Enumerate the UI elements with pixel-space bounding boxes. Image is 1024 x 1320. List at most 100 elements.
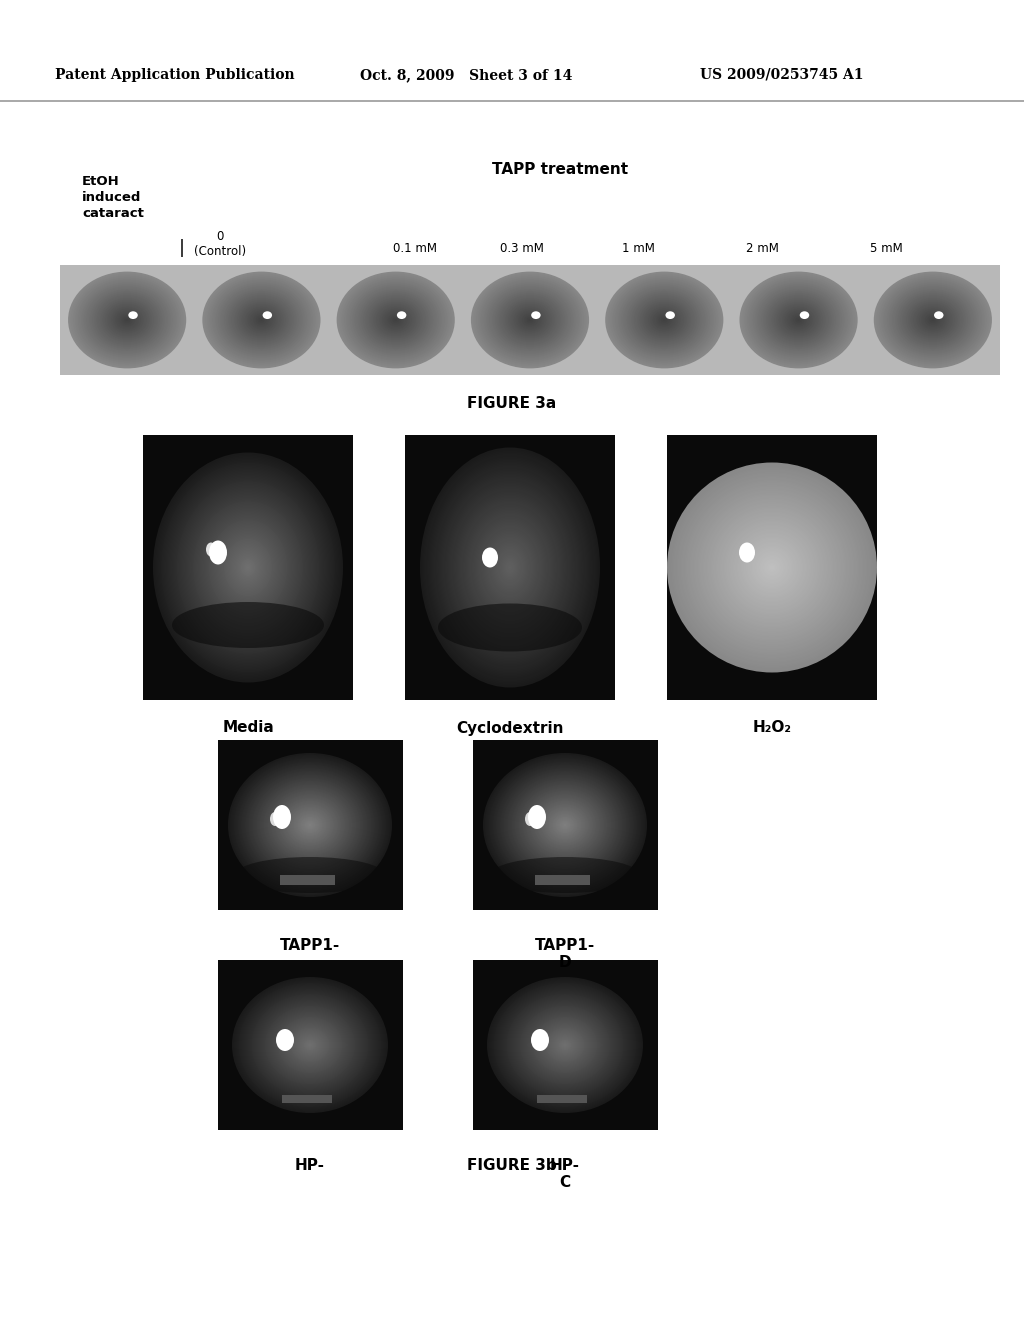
Ellipse shape	[721, 516, 823, 619]
Ellipse shape	[162, 462, 335, 672]
Ellipse shape	[295, 1031, 326, 1059]
Ellipse shape	[488, 978, 641, 1111]
Ellipse shape	[229, 294, 293, 346]
Ellipse shape	[880, 276, 986, 363]
Ellipse shape	[498, 986, 632, 1104]
Ellipse shape	[467, 511, 553, 624]
Ellipse shape	[757, 286, 840, 354]
Ellipse shape	[706, 500, 839, 635]
Ellipse shape	[236, 981, 384, 1110]
Ellipse shape	[556, 1038, 573, 1052]
Ellipse shape	[393, 318, 398, 322]
Ellipse shape	[120, 314, 134, 326]
Ellipse shape	[291, 1028, 330, 1063]
Ellipse shape	[225, 540, 270, 595]
Ellipse shape	[194, 502, 303, 634]
Ellipse shape	[276, 1030, 294, 1051]
Ellipse shape	[249, 991, 372, 1098]
Ellipse shape	[517, 309, 543, 330]
Ellipse shape	[670, 465, 874, 669]
Ellipse shape	[782, 306, 815, 334]
Ellipse shape	[544, 1027, 587, 1064]
Ellipse shape	[352, 284, 439, 356]
Ellipse shape	[508, 775, 623, 875]
Ellipse shape	[512, 999, 617, 1090]
Ellipse shape	[501, 296, 559, 345]
Ellipse shape	[506, 301, 554, 339]
Ellipse shape	[711, 506, 834, 630]
Ellipse shape	[751, 280, 847, 359]
Ellipse shape	[272, 792, 348, 858]
Ellipse shape	[421, 449, 599, 686]
Ellipse shape	[252, 313, 271, 327]
Text: 0.3 mM: 0.3 mM	[500, 242, 544, 255]
Ellipse shape	[549, 1031, 582, 1060]
Ellipse shape	[539, 801, 592, 849]
Ellipse shape	[68, 272, 186, 368]
Ellipse shape	[241, 558, 255, 576]
Ellipse shape	[530, 795, 600, 855]
Ellipse shape	[510, 776, 621, 874]
Ellipse shape	[630, 292, 698, 348]
Ellipse shape	[205, 516, 291, 619]
Ellipse shape	[932, 319, 934, 321]
Ellipse shape	[88, 288, 166, 352]
Ellipse shape	[275, 795, 345, 855]
Ellipse shape	[709, 504, 835, 631]
Ellipse shape	[697, 492, 847, 643]
Ellipse shape	[229, 544, 267, 590]
Ellipse shape	[490, 543, 529, 593]
Ellipse shape	[544, 807, 587, 843]
Ellipse shape	[74, 276, 180, 363]
Ellipse shape	[745, 541, 799, 594]
Ellipse shape	[887, 282, 979, 358]
Ellipse shape	[487, 285, 572, 355]
Ellipse shape	[289, 1027, 332, 1064]
Ellipse shape	[504, 298, 556, 342]
Ellipse shape	[463, 504, 557, 631]
Ellipse shape	[495, 290, 565, 348]
Ellipse shape	[791, 313, 807, 327]
Ellipse shape	[506, 772, 625, 878]
Ellipse shape	[783, 308, 814, 333]
Ellipse shape	[501, 556, 519, 579]
Ellipse shape	[306, 1041, 314, 1048]
Ellipse shape	[739, 272, 858, 368]
Ellipse shape	[685, 480, 859, 655]
Ellipse shape	[492, 544, 528, 591]
Ellipse shape	[288, 1026, 333, 1064]
Ellipse shape	[242, 304, 282, 337]
Ellipse shape	[202, 511, 294, 623]
Ellipse shape	[771, 566, 773, 569]
Ellipse shape	[495, 983, 635, 1106]
Ellipse shape	[494, 983, 636, 1107]
Ellipse shape	[908, 300, 957, 341]
Ellipse shape	[485, 535, 535, 601]
Ellipse shape	[340, 275, 452, 366]
Ellipse shape	[519, 312, 541, 329]
Ellipse shape	[769, 565, 774, 570]
Ellipse shape	[540, 1023, 591, 1067]
Ellipse shape	[564, 824, 566, 826]
Ellipse shape	[516, 781, 614, 869]
Ellipse shape	[519, 784, 611, 866]
Ellipse shape	[211, 279, 312, 362]
Ellipse shape	[551, 1034, 579, 1057]
Ellipse shape	[389, 314, 402, 326]
Ellipse shape	[636, 297, 692, 343]
Ellipse shape	[123, 315, 132, 323]
Ellipse shape	[274, 1014, 345, 1076]
Ellipse shape	[497, 986, 633, 1105]
Ellipse shape	[774, 300, 823, 341]
Ellipse shape	[244, 987, 376, 1102]
Ellipse shape	[254, 314, 268, 326]
Ellipse shape	[489, 540, 530, 594]
Ellipse shape	[623, 286, 706, 354]
Ellipse shape	[639, 300, 689, 341]
Bar	[667, 436, 877, 700]
Ellipse shape	[479, 279, 581, 362]
Ellipse shape	[551, 812, 580, 838]
Ellipse shape	[278, 796, 343, 854]
Ellipse shape	[657, 314, 672, 326]
Ellipse shape	[534, 1018, 596, 1072]
